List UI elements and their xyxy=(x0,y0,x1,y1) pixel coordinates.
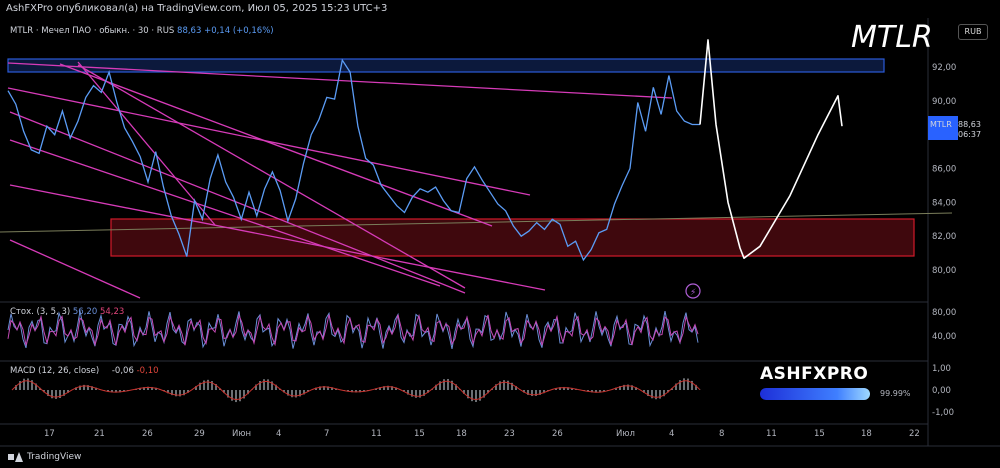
time-tick-label: 11 xyxy=(371,429,382,439)
macd-tick-label: -1,00 xyxy=(932,408,954,418)
time-tick-label: 4 xyxy=(669,429,674,439)
time-tick-label: 21 xyxy=(94,429,105,439)
price-tick-label: 84,00 xyxy=(932,198,956,208)
brand-name: ASHFXPRO xyxy=(760,364,869,384)
layout-lines xyxy=(0,18,1000,447)
price-tag-timer: 06:37 xyxy=(958,130,981,139)
price-tick-label: 80,00 xyxy=(932,266,956,276)
time-tick-label: 26 xyxy=(552,429,563,439)
trend-line xyxy=(7,62,673,99)
macd-line xyxy=(11,380,701,401)
stoch-tick-label: 40,00 xyxy=(932,332,956,342)
macd-axis: 1,00 0,00 -1,00 xyxy=(932,364,954,418)
projection-path xyxy=(699,39,843,260)
trend-line xyxy=(9,139,441,287)
time-tick-label: 11 xyxy=(766,429,777,439)
macd-value-1: -0,06 xyxy=(111,366,134,376)
price-tag-symbol: MTLR xyxy=(930,120,952,129)
time-tick-label: 22 xyxy=(909,429,920,439)
horizontal-level-line xyxy=(0,212,953,233)
macd-value-2: -0,10 xyxy=(136,366,159,376)
footer[interactable]: TradingView xyxy=(8,452,81,462)
time-tick-label: 18 xyxy=(456,429,467,439)
tradingview-logo-icon xyxy=(8,452,23,462)
price-tick-label: 82,00 xyxy=(932,232,956,242)
ticker-annotation: MTLR xyxy=(851,20,933,55)
time-tick-label: 23 xyxy=(504,429,515,439)
price-series-line xyxy=(7,58,700,262)
time-tick-label: 26 xyxy=(142,429,153,439)
flash-icon xyxy=(685,283,701,299)
last-price-tag xyxy=(928,116,958,140)
trend-line xyxy=(9,111,466,294)
time-tick-label: 7 xyxy=(324,429,329,439)
trend-lines xyxy=(7,61,673,299)
stoch-d-line xyxy=(7,313,699,347)
stoch-k-value: 56,20 xyxy=(72,307,98,317)
time-tick-label: Июн xyxy=(232,429,251,439)
currency-button[interactable]: RUB xyxy=(958,24,988,40)
trend-line xyxy=(59,63,493,227)
macd-tick-label: 0,00 xyxy=(932,386,951,396)
publication-header: AshFXPro опубликовал(а) на TradingView.c… xyxy=(6,3,388,14)
resistance-zone xyxy=(7,58,885,73)
macd-legend[interactable]: MACD (12, 26, close) -0,06 -0,10 xyxy=(10,366,159,376)
symbol-legend[interactable]: MTLR · Мечел ПАО · обыкн. · 30 · RUS 88,… xyxy=(10,26,274,36)
stoch-label: Стох. (3, 5, 3) xyxy=(10,307,71,317)
trend-line xyxy=(9,239,141,299)
legend-price: 88,63 xyxy=(177,26,202,36)
time-tick-label: 4 xyxy=(276,429,281,439)
time-axis: 17 21 26 29 Июн 4 7 11 15 18 23 26 Июл 4 8 11 15 18 22 xyxy=(44,429,920,439)
flash-glyph: ⚡ xyxy=(690,288,696,298)
stoch-legend[interactable]: Стох. (3, 5, 3) 56,20 54,23 xyxy=(10,307,124,317)
stoch-tick-label: 80,00 xyxy=(932,308,956,318)
time-tick-label: 18 xyxy=(861,429,872,439)
macd-label: MACD (12, 26, close) xyxy=(10,366,100,376)
time-tick-label: 17 xyxy=(44,429,55,439)
time-tick-label: Июл xyxy=(616,429,635,439)
macd-histogram xyxy=(15,378,701,403)
brand-percent: 99.99% xyxy=(880,389,911,398)
time-tick-label: 8 xyxy=(719,429,724,439)
stoch-axis: 80,00 40,00 xyxy=(932,308,956,342)
stoch-k-line xyxy=(7,310,699,350)
trend-line xyxy=(77,61,216,226)
trend-line xyxy=(77,64,466,289)
time-tick-label: 29 xyxy=(194,429,205,439)
macd-tick-label: 1,00 xyxy=(932,364,951,374)
price-tick-label: 86,00 xyxy=(932,165,956,175)
price-tag-price: 88,63 xyxy=(958,120,981,129)
price-tick-label: 90,00 xyxy=(932,97,956,107)
time-tick-label: 15 xyxy=(814,429,825,439)
trend-line xyxy=(7,87,531,196)
trend-line xyxy=(9,184,546,291)
brand-bar xyxy=(760,388,870,400)
price-tick-label: 92,00 xyxy=(932,63,956,73)
stoch-d-value: 54,23 xyxy=(99,307,125,317)
time-tick-label: 15 xyxy=(414,429,425,439)
footer-logo-text: TradingView xyxy=(27,452,82,462)
legend-change: +0,14 (+0,16%) xyxy=(204,26,274,36)
legend-symbol: MTLR · Мечел ПАО · обыкн. · 30 · RUS xyxy=(10,26,175,36)
